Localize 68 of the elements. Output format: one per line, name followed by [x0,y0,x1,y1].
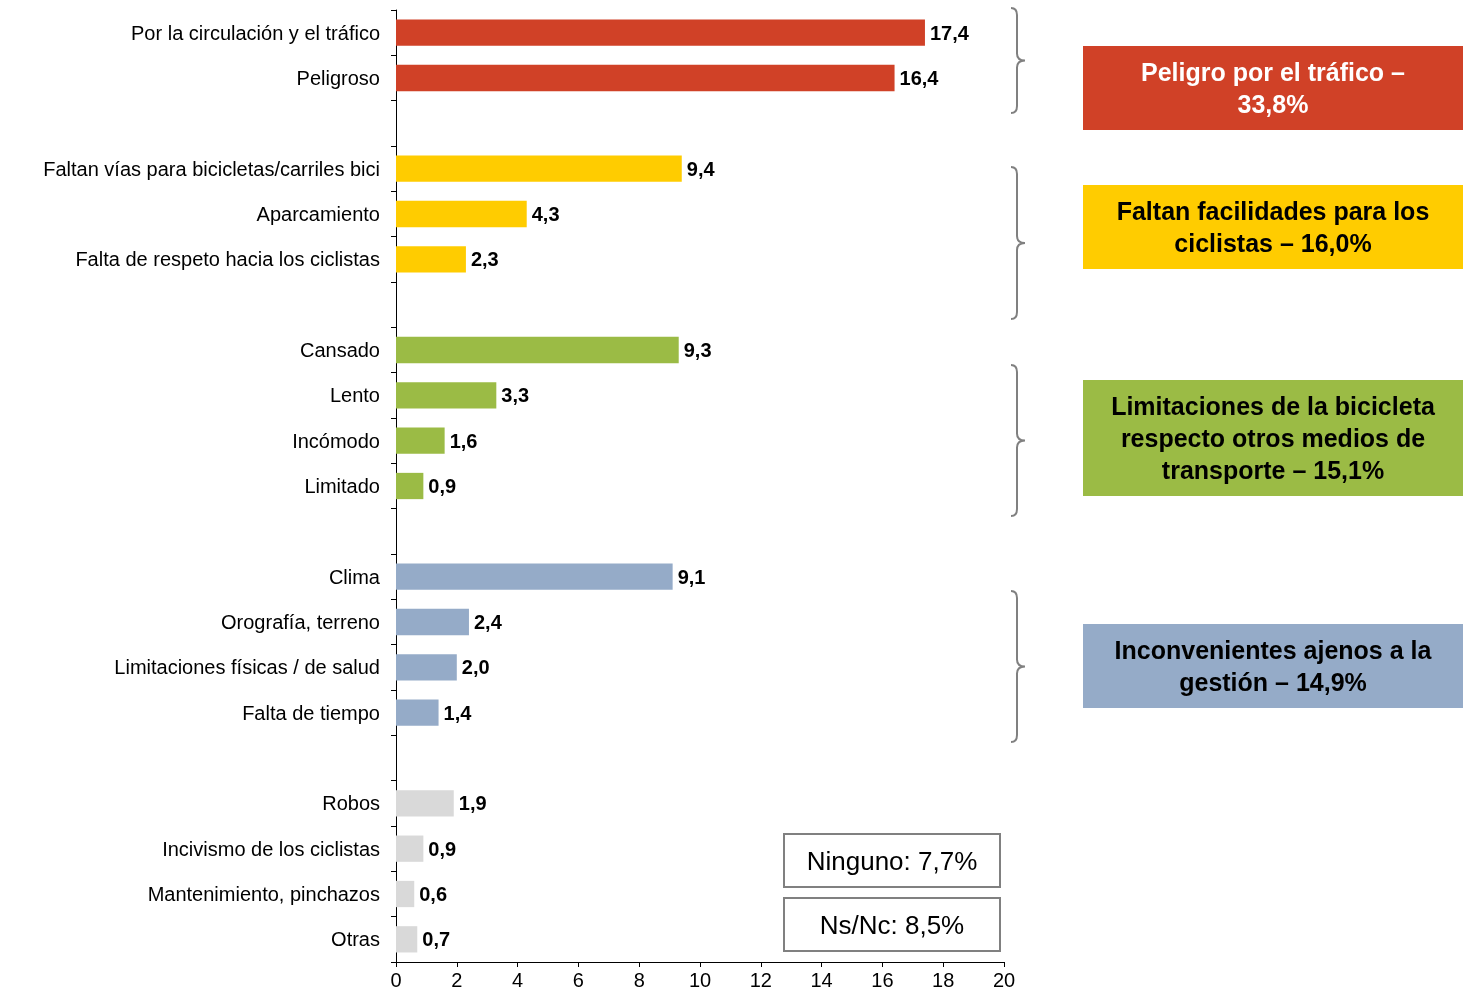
y-tick-label: Limitaciones físicas / de salud [114,656,380,679]
x-tick-label: 2 [451,969,463,991]
y-tick-label: Clima [328,565,381,588]
x-tick-label: 14 [810,969,833,991]
data-label: 0,9 [428,475,457,497]
text: Inconvenientes ajenos a la gestión – 14,9% [1083,624,1463,708]
data-label: 1,9 [458,792,487,815]
bar [396,472,424,500]
x-tick-label: 4 [512,969,524,991]
data-label: 3,3 [501,384,530,407]
y-tick-label: Robos [322,792,380,815]
bar [396,200,527,228]
y-tick-label: Faltan vías para bicicletas/carriles bici [43,157,380,180]
data-label: 16,4 [899,67,940,89]
x-tick-label: 12 [749,969,772,991]
x-tick-label: 20 [992,969,1016,991]
bar [396,155,682,182]
data-label: 17,4 [929,21,970,44]
data-label: 2,4 [473,611,503,633]
bar [396,926,418,953]
x-tick-label: 8 [633,969,645,991]
y-tick-label: Incivismo de los ciclistas [162,837,380,860]
data-label: 4,3 [531,203,560,225]
data-label: 9,4 [686,157,716,180]
y-tick-label: Peligroso [296,67,380,89]
x-tick-label: 16 [871,969,894,991]
data-label: 0,9 [428,837,457,860]
y-tick-label: Aparcamiento [256,203,380,225]
text: Limitaciones de la bicicleta respecto otros medios de transporte – 15,1% [1083,380,1463,496]
bar [396,427,445,454]
bar [396,880,415,908]
x-tick-label: 0 [390,969,402,991]
data-label: 9,1 [677,565,706,588]
annotation: Ninguno: 7,7% [783,833,1001,888]
data-label: 0,7 [422,928,451,951]
data-label: 2,3 [470,248,499,271]
bar [396,699,439,726]
bar [396,563,673,590]
data-label: 9,3 [683,339,712,361]
annotation: Ns/Nc: 8,5% [783,897,1001,952]
y-tick-label: Falta de respeto hacia los ciclistas [75,248,380,271]
bar [396,790,454,817]
bar [396,654,457,681]
bar [396,246,466,273]
y-tick-label: Lento [329,384,380,407]
y-tick-label: Limitado [304,475,380,497]
bar [396,382,497,409]
y-tick-label: Falta de tiempo [242,701,380,724]
y-tick-label: Incómodo [292,429,380,452]
bar [396,608,469,636]
y-tick-label: Otras [331,928,380,951]
data-label: 0,6 [419,883,448,905]
x-tick-label: 18 [932,969,955,991]
bar [396,835,424,862]
x-tick-label: 10 [688,969,712,991]
x-tick-label: 6 [572,969,584,991]
y-tick-label: Por la circulación y el tráfico [131,21,380,44]
data-label: 1,4 [443,701,473,724]
bar [396,64,895,92]
bar [396,19,925,46]
text: Peligro por el tráfico – 33,8% [1083,46,1463,130]
y-tick-label: Mantenimiento, pinchazos [147,883,380,905]
y-tick-label: Orografía, terreno [221,611,380,633]
data-label: 2,0 [461,656,490,679]
y-tick-label: Cansado [299,339,380,361]
data-label: 1,6 [449,429,478,452]
text: Faltan facilidades para los ciclistas – 16,0% [1083,185,1463,269]
bar [396,336,679,364]
